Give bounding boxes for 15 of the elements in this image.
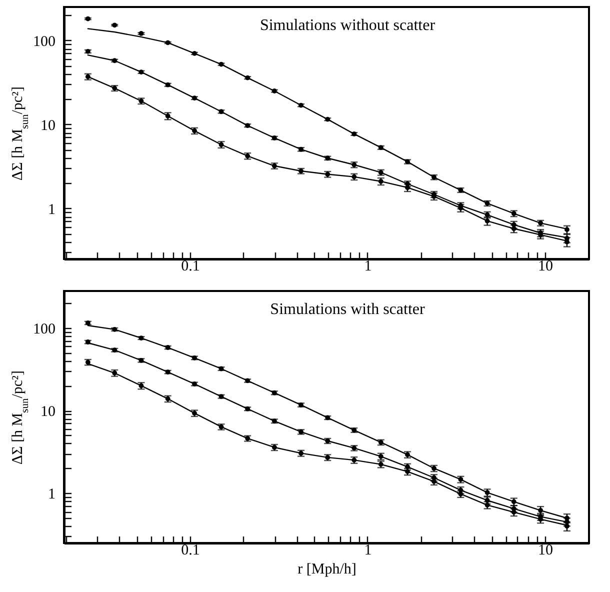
x-axis-title: r [Mph/h] — [298, 562, 356, 578]
y-tick-label: 1 — [48, 486, 56, 503]
y-tick-label: 100 — [33, 321, 56, 338]
annotation: Simulations without scatter — [260, 17, 436, 34]
x-tick-label: 1 — [364, 542, 372, 558]
y-tick-label: 1 — [48, 202, 56, 218]
annotation: Simulations with scatter — [270, 301, 426, 318]
x-tick-label: 0.1 — [181, 542, 200, 558]
x-tick-label: 1 — [364, 258, 372, 274]
x-tick-label: 10 — [538, 542, 553, 558]
x-tick-label: 0.1 — [181, 258, 200, 274]
y-tick-label: 10 — [40, 404, 56, 420]
y-tick-label: 10 — [40, 118, 56, 134]
y-tick-label: 100 — [33, 34, 56, 50]
x-tick-label: 10 — [538, 258, 553, 274]
